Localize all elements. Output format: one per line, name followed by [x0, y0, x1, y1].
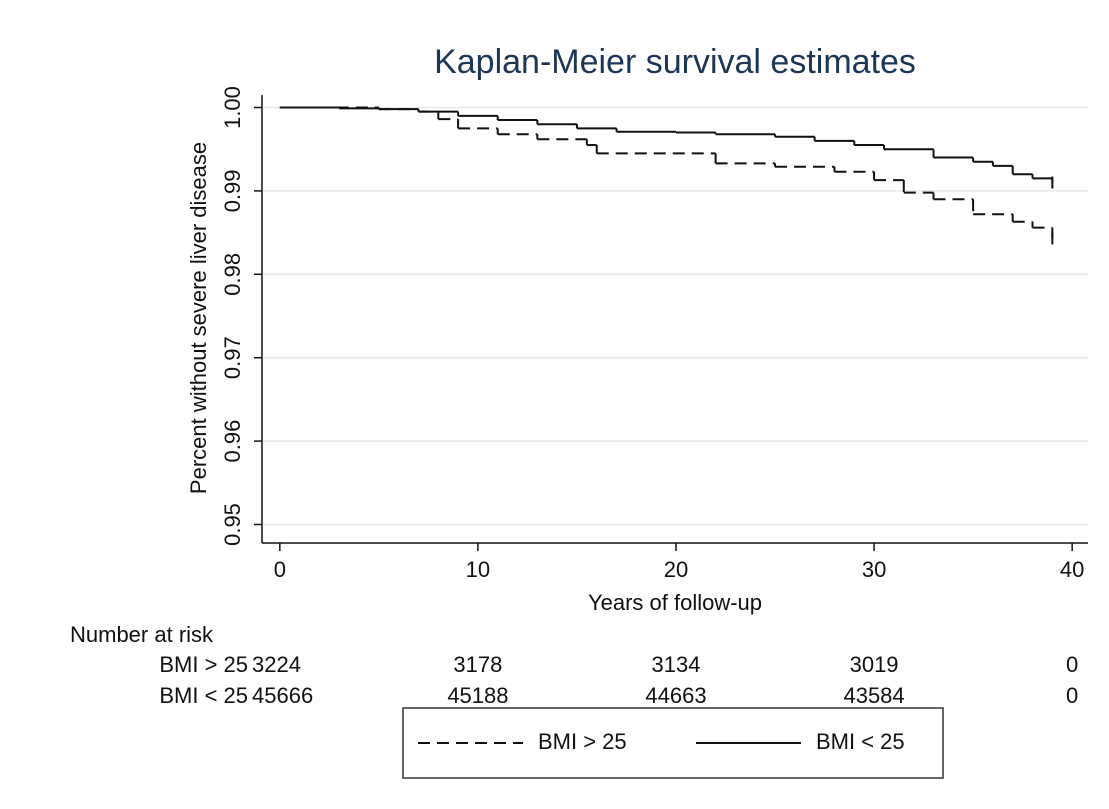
- risk-value: 0: [1066, 652, 1078, 677]
- y-tick-label: 0.97: [220, 336, 245, 379]
- chart-title: Kaplan-Meier survival estimates: [434, 43, 916, 81]
- risk-row-label: BMI < 25: [159, 683, 248, 708]
- risk-value: 3134: [652, 652, 701, 677]
- legend-label: BMI > 25: [538, 729, 627, 754]
- risk-value: 0: [1066, 683, 1078, 708]
- y-tick-label: 0.96: [220, 420, 245, 463]
- y-tick-label: 0.99: [220, 169, 245, 212]
- y-tick-label: 1.00: [220, 86, 245, 129]
- risk-table-title: Number at risk: [70, 622, 214, 647]
- legend-label: BMI < 25: [816, 729, 905, 754]
- y-axis-label: Percent without severe liver disease: [186, 142, 211, 494]
- x-tick-label: 40: [1060, 557, 1084, 582]
- x-tick-label: 10: [466, 557, 490, 582]
- risk-value: 43584: [843, 683, 904, 708]
- y-tick-label: 0.98: [220, 253, 245, 296]
- y-tick-label: 0.95: [220, 503, 245, 546]
- x-tick-label: 30: [862, 557, 886, 582]
- risk-value: 3019: [850, 652, 899, 677]
- risk-value: 3224: [252, 652, 301, 677]
- risk-value: 44663: [645, 683, 706, 708]
- x-tick-label: 0: [274, 557, 286, 582]
- risk-row-label: BMI > 25: [159, 652, 248, 677]
- risk-value: 45666: [252, 683, 313, 708]
- x-tick-label: 20: [664, 557, 688, 582]
- x-axis-label: Years of follow-up: [588, 590, 762, 615]
- legend-box: [402, 707, 944, 779]
- risk-value: 3178: [453, 652, 502, 677]
- risk-value: 45188: [447, 683, 508, 708]
